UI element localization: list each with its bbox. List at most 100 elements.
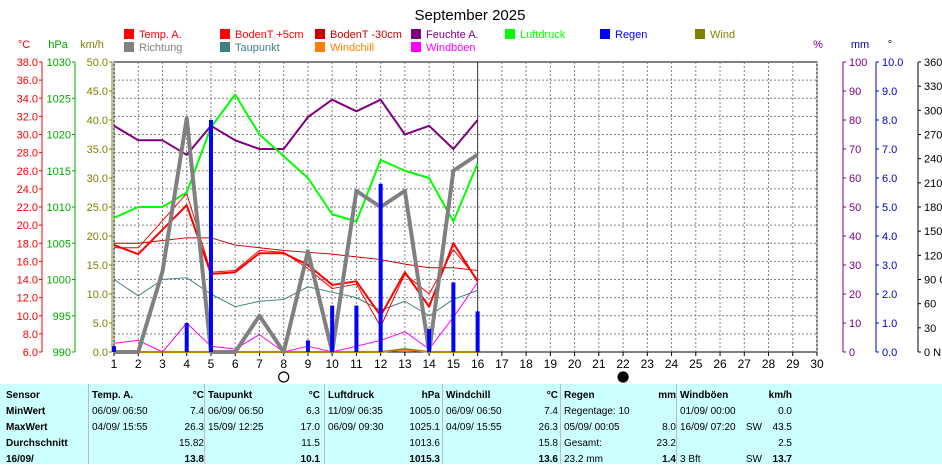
y-tick-label: 60 bbox=[849, 173, 861, 185]
x-tick-label: 21 bbox=[592, 357, 606, 371]
stats-cell-value: 11.5 bbox=[301, 438, 320, 449]
statistics-table: Sensor MinWert MaxWert Durchschnitt 16/09/Te… bbox=[0, 384, 942, 465]
legend-label: Feuchte A. bbox=[426, 29, 479, 41]
y-tick-label: 16.0 bbox=[17, 256, 38, 268]
y-tick-label: 180 S bbox=[924, 202, 942, 214]
stats-cell-label: 05/09/ 00:05 bbox=[564, 422, 620, 433]
y-tick-label: 2.0 bbox=[882, 289, 897, 301]
y-tick-label: 10.0 bbox=[17, 311, 38, 323]
chart-legend: Temp. A. BodenT +5cm BodenT -30cm Feuchte A… bbox=[124, 29, 735, 54]
y-tick-label: 40.0 bbox=[87, 115, 108, 127]
stats-cell-value: 7.4 bbox=[544, 406, 558, 417]
axis-unit: °C bbox=[18, 39, 30, 51]
stats-unit: mm bbox=[658, 390, 676, 401]
y-tick-label: 28.0 bbox=[17, 148, 38, 160]
stats-cell-value: 15.8 bbox=[538, 438, 558, 449]
y-tick-label: 270 W bbox=[924, 130, 942, 142]
x-tick-label: 25 bbox=[689, 357, 703, 371]
series-line bbox=[114, 116, 479, 354]
stats-row-label: Durchschnitt bbox=[6, 438, 68, 449]
moon-phases bbox=[278, 371, 629, 383]
stats-cell-value: 6.3 bbox=[306, 406, 320, 417]
y-tick-label: 80 bbox=[849, 115, 861, 127]
y-tick-label: 360 N bbox=[924, 57, 942, 69]
stats-unit: °C bbox=[192, 390, 204, 401]
stats-cell-direction: SW bbox=[745, 422, 762, 433]
axis-unit: % bbox=[813, 39, 823, 51]
y-tick-label: 1010 bbox=[47, 202, 71, 214]
y-tick-label: 20.0 bbox=[87, 231, 108, 243]
y-tick-label: 50.0 bbox=[87, 57, 108, 69]
y-tick-label: 6.0 bbox=[882, 173, 897, 185]
x-tick-label: 22 bbox=[616, 357, 630, 371]
y-tick-label: 4.0 bbox=[882, 231, 897, 243]
legend-label: Taupunkt bbox=[235, 42, 280, 54]
stats-row-label: 16/09/ bbox=[6, 454, 34, 465]
x-tick-label: 5 bbox=[208, 357, 215, 371]
stats-cell-value: 1015.3 bbox=[409, 454, 440, 465]
y-tick-label: 15.0 bbox=[87, 260, 108, 272]
rain-bars bbox=[112, 120, 480, 352]
axis-unit: mm bbox=[851, 39, 869, 51]
axis-unit: km/h bbox=[80, 39, 104, 51]
y-tick-label: 240 bbox=[924, 154, 942, 166]
x-tick-label: 2 bbox=[135, 357, 142, 371]
y-tick-label: 25.0 bbox=[87, 202, 108, 214]
legend-label: Temp. A. bbox=[139, 29, 182, 41]
x-tick-label: 20 bbox=[568, 357, 582, 371]
stats-cell-label: 16/09/ 07:20 bbox=[680, 422, 736, 433]
stats-cell-value: 1013.6 bbox=[409, 438, 440, 449]
chart-title: September 2025 bbox=[415, 7, 526, 24]
legend-swatch bbox=[600, 29, 610, 39]
y-tick-label: 8.0 bbox=[882, 115, 897, 127]
rain-bar bbox=[184, 323, 189, 352]
y-tick-label: 30.0 bbox=[87, 173, 108, 185]
x-tick-label: 12 bbox=[374, 357, 388, 371]
x-tick-label: 23 bbox=[641, 357, 655, 371]
stats-cell-value: 13.8 bbox=[184, 454, 204, 465]
new-moon-icon bbox=[617, 371, 629, 383]
column-divider bbox=[204, 384, 205, 464]
column-divider bbox=[88, 384, 89, 464]
y-tick-label: 10 bbox=[849, 318, 861, 330]
x-tick-label: 8 bbox=[280, 357, 287, 371]
x-tick-label: 28 bbox=[762, 357, 776, 371]
stats-cell-value: 8.0 bbox=[662, 422, 676, 433]
stats-header: Windchill bbox=[446, 390, 491, 401]
stats-column: Windböen km/h 01/09/ 00:00 0.0 16/09/ 07:20 S… bbox=[680, 384, 792, 465]
legend-swatch bbox=[220, 42, 230, 52]
y-tick-label: 32.0 bbox=[17, 111, 38, 123]
y-tick-label: 20 bbox=[849, 289, 861, 301]
stats-cell-label: Regentage: 10 bbox=[564, 406, 630, 417]
rain-bar bbox=[475, 311, 480, 352]
x-tick-label: 17 bbox=[495, 357, 509, 371]
y-tick-label: 1.0 bbox=[882, 318, 897, 330]
stats-cell-label: 04/09/ 15:55 bbox=[446, 422, 502, 433]
stats-header: Windböen bbox=[680, 390, 729, 401]
column-divider bbox=[676, 384, 677, 464]
grid bbox=[113, 62, 818, 352]
y-tick-label: 9.0 bbox=[882, 86, 897, 98]
stats-row-label: MinWert bbox=[6, 406, 46, 417]
legend-swatch bbox=[124, 29, 134, 39]
y-tick-label: 7.0 bbox=[882, 144, 897, 156]
x-tick-label: 24 bbox=[665, 357, 679, 371]
y-tick-label: 30 bbox=[849, 260, 861, 272]
y-tick-label: 45.0 bbox=[87, 86, 108, 98]
x-tick-label: 14 bbox=[422, 357, 436, 371]
stats-cell-value: 13.7 bbox=[772, 454, 792, 465]
legend-label: BodenT +5cm bbox=[235, 29, 304, 41]
stats-cell-value: 13.6 bbox=[538, 454, 558, 465]
y-tick-label: 22.0 bbox=[17, 202, 38, 214]
legend-label: Richtung bbox=[139, 42, 182, 54]
stats-cell-value: 10.1 bbox=[300, 454, 320, 465]
stats-header: Temp. A. bbox=[92, 390, 134, 401]
y-tick-label: 10.0 bbox=[87, 289, 108, 301]
x-axis: 1 2 3 4 5 6 7 8 9 10 11 12 13 14 15 16 17 18 19 20 21 22 23 24 2… bbox=[111, 352, 824, 371]
stats-cell-value: 26.3 bbox=[184, 422, 204, 433]
stats-unit: km/h bbox=[768, 390, 792, 401]
y-tick-label: 0.0 bbox=[882, 347, 897, 359]
series-line bbox=[113, 282, 479, 353]
series-line bbox=[113, 98, 479, 156]
x-tick-label: 7 bbox=[256, 357, 263, 371]
